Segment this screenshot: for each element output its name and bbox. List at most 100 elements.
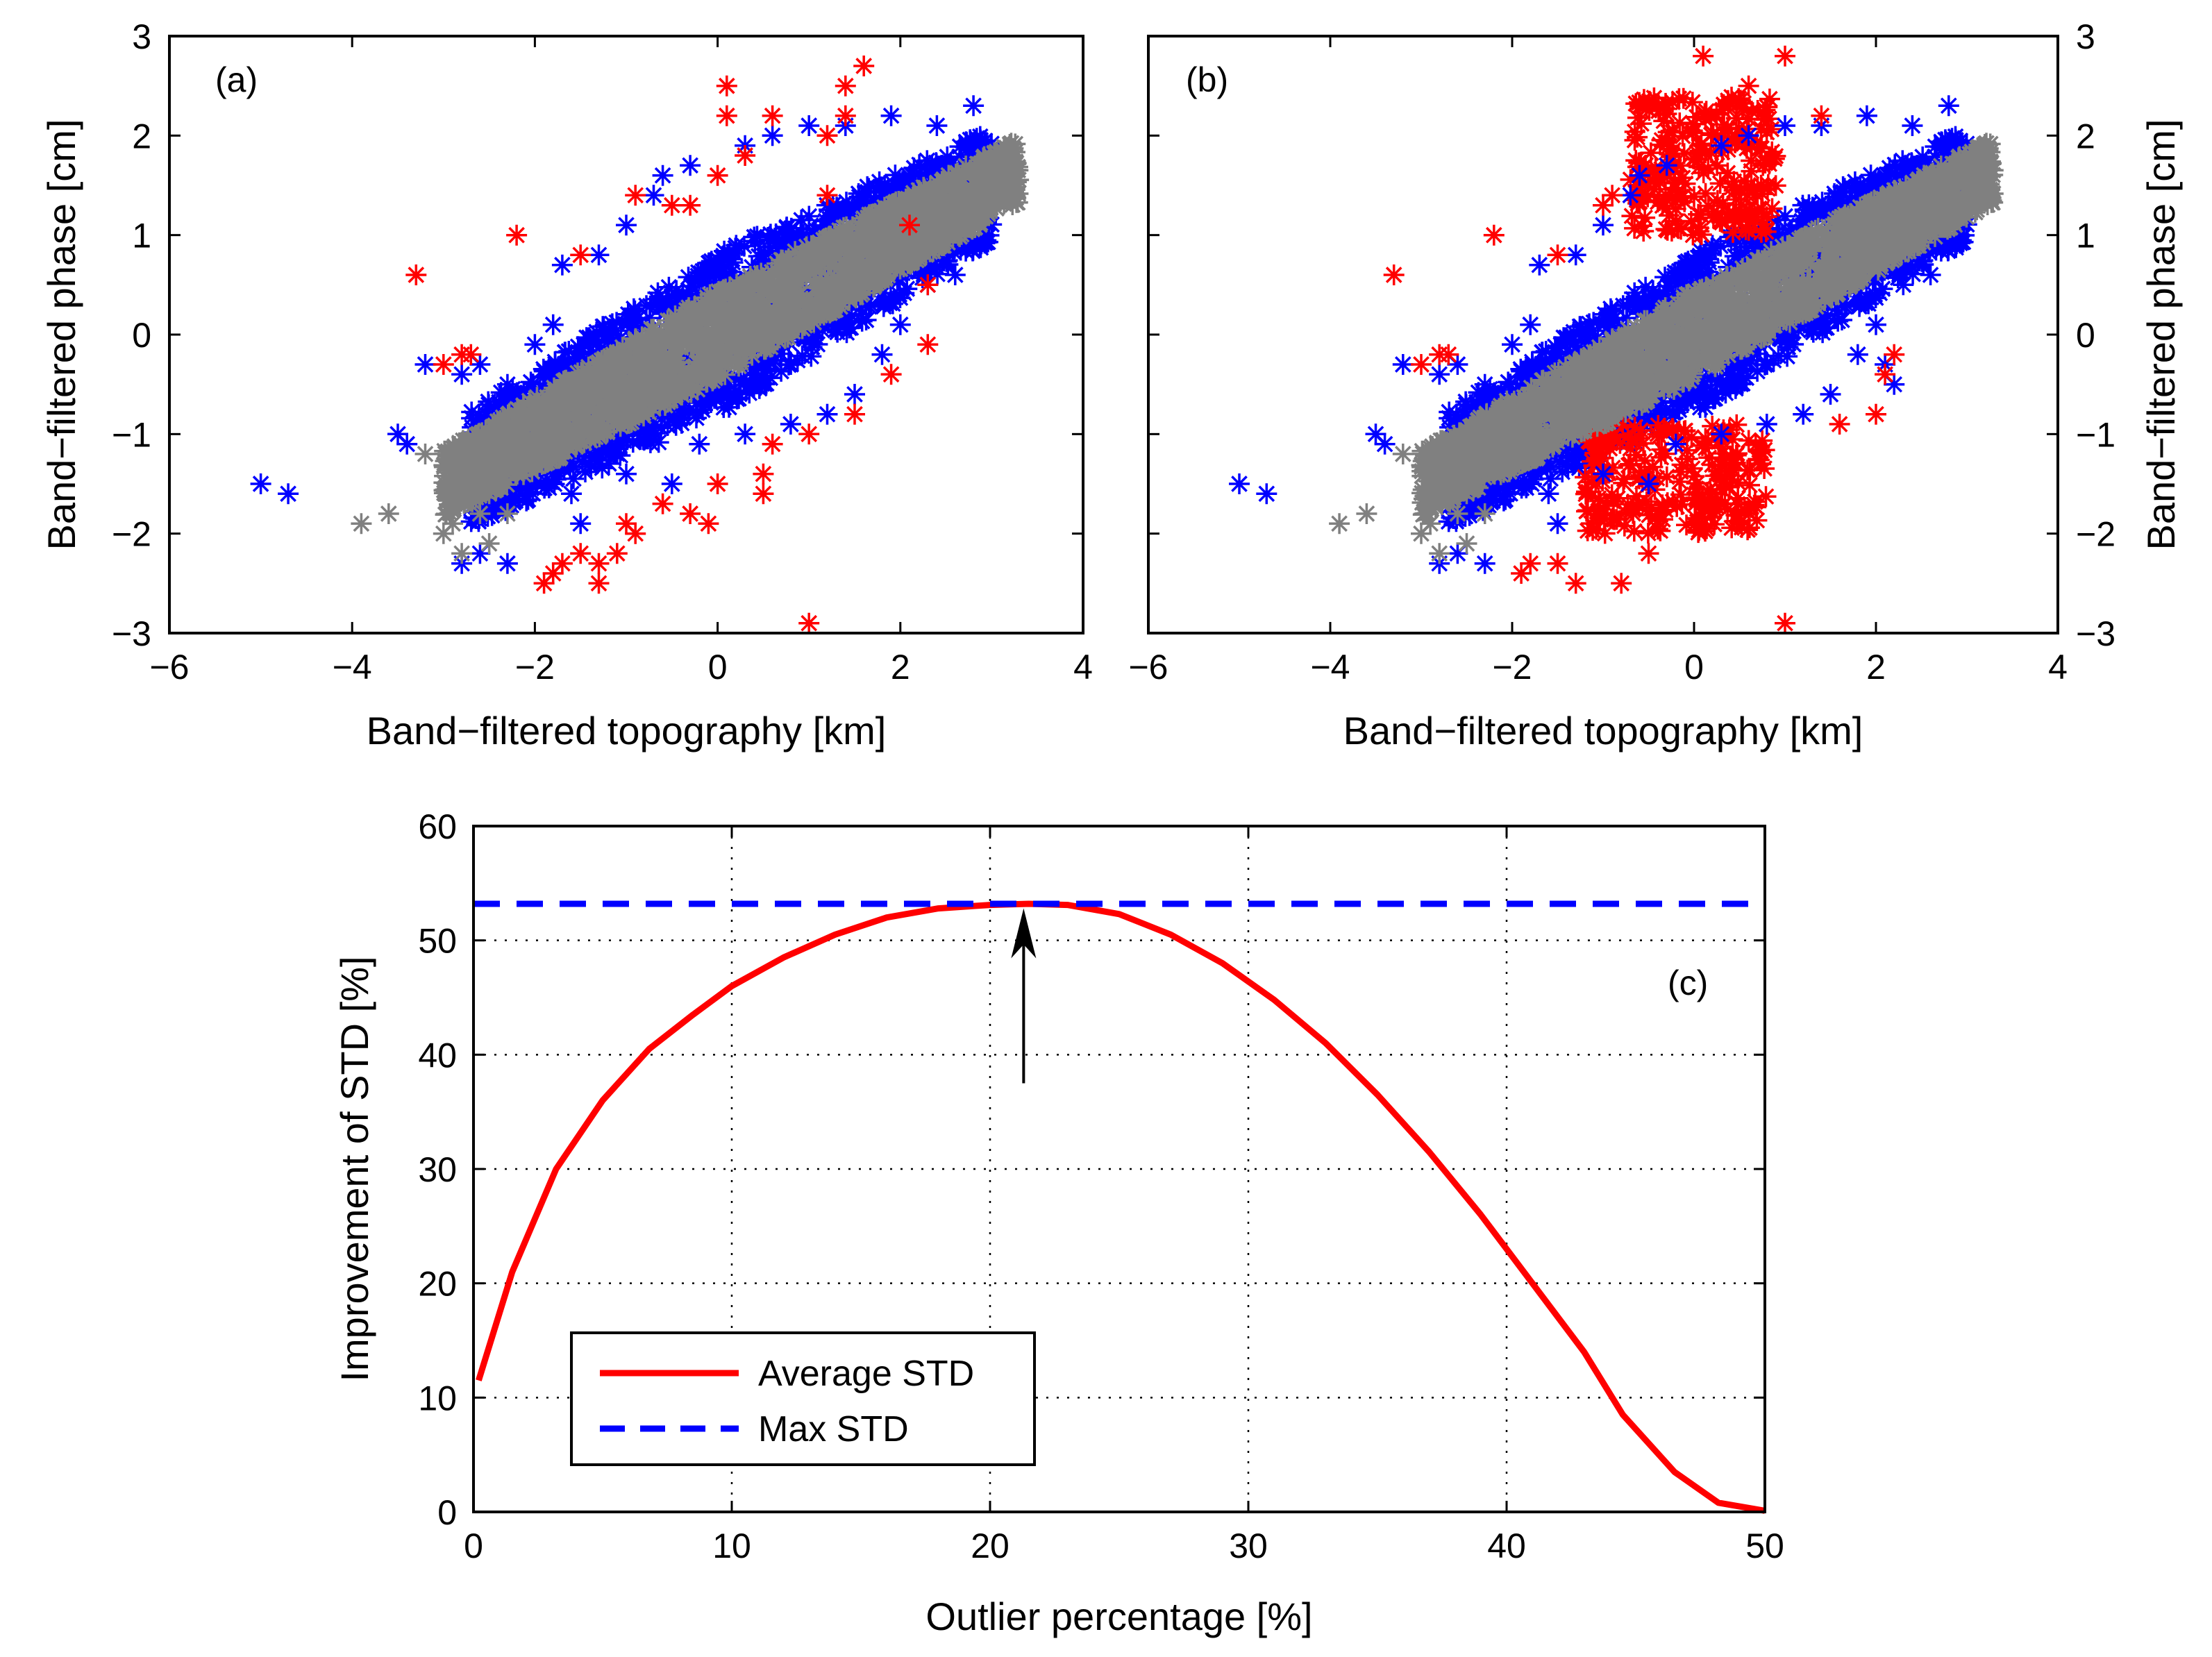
scatter-point-red bbox=[661, 194, 682, 216]
scatter-point-gray bbox=[964, 169, 984, 190]
scatter-point-blue bbox=[639, 308, 660, 329]
scatter-point-blue bbox=[1854, 180, 1875, 201]
scatter-point-blue bbox=[1888, 264, 1910, 285]
scatter-point-blue bbox=[1657, 276, 1679, 297]
scatter-point-blue bbox=[778, 354, 799, 376]
scatter-point-blue bbox=[692, 392, 713, 413]
scatter-point-blue bbox=[914, 165, 936, 186]
scatter-point-blue bbox=[469, 543, 491, 564]
scatter-point-gray bbox=[503, 455, 524, 476]
x-tick-label: 4 bbox=[1073, 648, 1093, 687]
scatter-point-gray bbox=[994, 168, 1016, 190]
scatter-point-blue bbox=[506, 382, 528, 403]
scatter-point-gray bbox=[728, 355, 749, 377]
scatter-point-gray bbox=[942, 214, 963, 235]
scatter-point-blue bbox=[487, 497, 509, 519]
scatter-point-blue bbox=[680, 155, 701, 176]
scatter-point-gray bbox=[737, 328, 758, 349]
scatter-point-gray bbox=[676, 369, 697, 389]
scatter-point-blue bbox=[788, 234, 810, 255]
scatter-point-gray bbox=[648, 369, 669, 391]
scatter-point-gray bbox=[738, 321, 760, 342]
scatter-point-blue bbox=[669, 408, 691, 429]
scatter-point-gray bbox=[724, 289, 746, 311]
scatter-point-gray bbox=[433, 523, 454, 544]
scatter-point-gray bbox=[535, 453, 556, 474]
scatter-point-red bbox=[652, 493, 673, 514]
scatter-point-blue bbox=[969, 235, 991, 257]
scatter-point-gray bbox=[796, 236, 817, 258]
scatter-point-red bbox=[853, 56, 875, 76]
scatter-point-red bbox=[625, 185, 646, 206]
scatter-point-gray bbox=[976, 188, 998, 210]
scatter-point-gray bbox=[874, 196, 895, 218]
scatter-point-gray bbox=[594, 421, 615, 442]
scatter-point-gray bbox=[471, 448, 492, 469]
scatter-point-blue bbox=[875, 291, 896, 312]
scatter-point-blue bbox=[658, 276, 680, 298]
scatter-point-blue bbox=[793, 224, 814, 245]
scatter-point-blue bbox=[1685, 258, 1707, 279]
scatter-point-gray bbox=[549, 446, 571, 468]
scatter-point-blue bbox=[873, 283, 894, 304]
scatter-point-gray bbox=[509, 437, 530, 458]
scatter-point-red bbox=[835, 75, 856, 96]
scatter-point-blue bbox=[1495, 489, 1516, 510]
scatter-point-blue bbox=[1865, 287, 1886, 308]
scatter-point-gray bbox=[642, 334, 664, 355]
scatter-point-blue bbox=[548, 462, 570, 483]
scatter-point-gray bbox=[766, 329, 788, 351]
scatter-point-gray bbox=[513, 423, 535, 445]
scatter-point-blue bbox=[563, 468, 584, 489]
scatter-point-blue bbox=[871, 176, 892, 198]
scatter-point-blue bbox=[1625, 292, 1646, 314]
scatter-point-blue bbox=[542, 314, 564, 335]
scatter-point-gray bbox=[909, 180, 930, 202]
scatter-point-gray bbox=[980, 145, 1001, 167]
scatter-point-gray bbox=[749, 270, 771, 292]
scatter-point-gray bbox=[804, 239, 825, 260]
scatter-point-blue bbox=[802, 333, 823, 354]
panel-a-points bbox=[250, 56, 1030, 633]
scatter-point-gray bbox=[351, 513, 372, 535]
scatter-point-blue bbox=[1583, 312, 1604, 333]
scatter-point-gray bbox=[534, 392, 555, 414]
scatter-point-blue bbox=[1820, 197, 1841, 219]
y-tick-label: 0 bbox=[132, 316, 151, 355]
scatter-point-blue bbox=[1521, 351, 1543, 373]
scatter-point-blue bbox=[1827, 310, 1849, 332]
scatter-point-gray bbox=[621, 411, 642, 432]
scatter-point-red bbox=[551, 553, 573, 574]
scatter-point-blue bbox=[749, 259, 771, 280]
scatter-point-gray bbox=[558, 372, 579, 394]
scatter-point-gray bbox=[864, 271, 885, 293]
scatter-point-gray bbox=[698, 326, 720, 348]
scatter-point-gray bbox=[686, 369, 707, 390]
scatter-point-blue bbox=[648, 292, 669, 314]
scatter-point-gray bbox=[641, 351, 662, 373]
scatter-point-gray bbox=[573, 414, 595, 436]
scatter-point-blue bbox=[1465, 497, 1486, 519]
scatter-point-blue bbox=[1907, 155, 1927, 176]
scatter-point-blue bbox=[1849, 296, 1870, 317]
scatter-point-blue bbox=[1950, 233, 1970, 254]
scatter-point-gray bbox=[903, 183, 924, 204]
scatter-point-blue bbox=[579, 453, 601, 475]
scatter-point-blue bbox=[1732, 373, 1753, 394]
scatter-point-blue bbox=[639, 295, 661, 317]
scatter-point-gray bbox=[620, 369, 642, 390]
scatter-point-blue bbox=[755, 373, 777, 394]
scatter-point-gray bbox=[984, 190, 1005, 212]
scatter-point-gray bbox=[673, 333, 694, 354]
scatter-point-gray bbox=[501, 412, 523, 433]
scatter-point-blue bbox=[1720, 230, 1742, 252]
scatter-point-blue bbox=[712, 249, 734, 270]
scatter-point-gray bbox=[987, 165, 1008, 186]
scatter-point-gray bbox=[414, 444, 436, 464]
scatter-point-blue bbox=[1924, 146, 1945, 167]
scatter-point-gray bbox=[588, 351, 610, 373]
scatter-point-blue bbox=[744, 364, 766, 386]
scatter-point-gray bbox=[825, 223, 846, 244]
scatter-point-blue bbox=[1575, 329, 1597, 351]
